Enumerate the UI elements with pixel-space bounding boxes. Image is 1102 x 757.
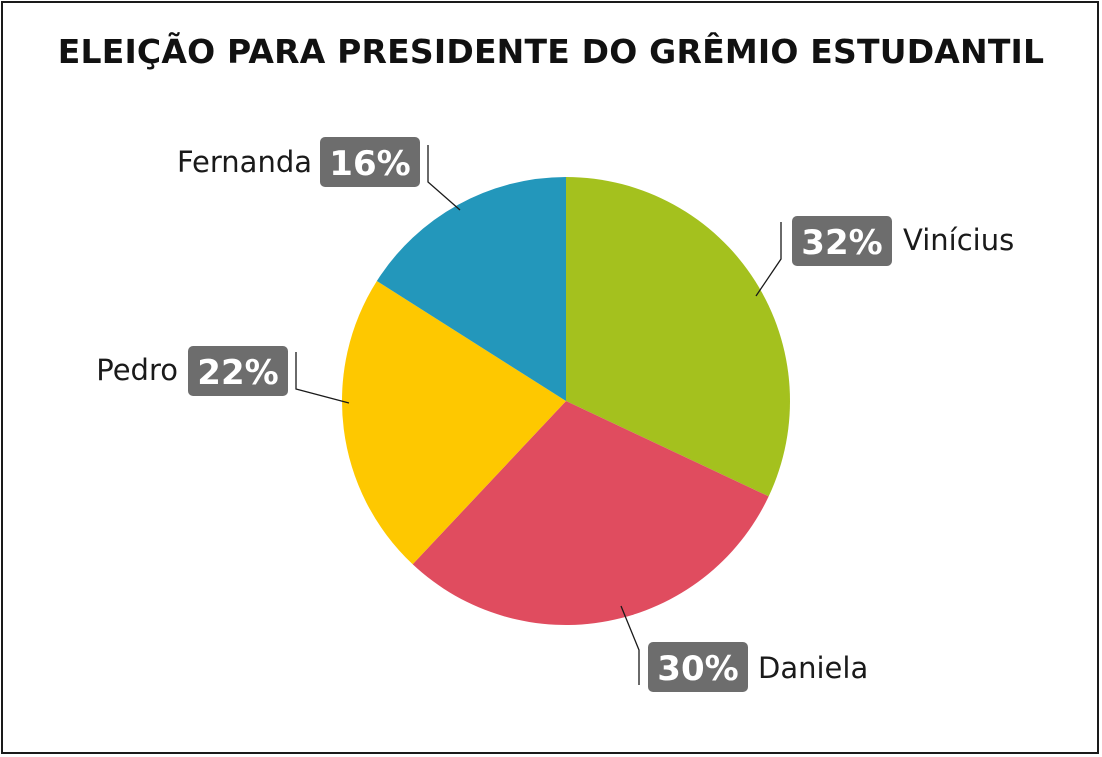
- slice-label-group-daniela: 30% Daniela: [620, 605, 868, 692]
- percent-badge-vinicius: [792, 216, 892, 266]
- percent-badge-pedro: [188, 346, 288, 396]
- name-label-pedro: Pedro: [96, 353, 178, 387]
- leader-line-daniela: [620, 605, 640, 685]
- pie-labels: 32% Vinícius 30% Daniela 22% Pedro 16% Fernanda: [96, 137, 1014, 692]
- percent-badge-fernanda: [320, 137, 420, 187]
- chart-title: ELEIÇÃO PARA PRESIDENTE DO GRÊMIO ESTUDA…: [57, 32, 1045, 71]
- pie-slice-daniela: [412, 401, 769, 625]
- percent-label-daniela: 30%: [657, 649, 738, 689]
- name-label-daniela: Daniela: [758, 651, 868, 685]
- slice-label-group-fernanda: 16% Fernanda: [177, 137, 461, 211]
- pie-slice-fernanda: [376, 177, 566, 401]
- percent-badge-daniela: [648, 642, 748, 692]
- pie-slices: [341, 177, 790, 625]
- slice-label-group-vinicius: 32% Vinícius: [755, 216, 1014, 297]
- name-label-vinicius: Vinícius: [903, 223, 1014, 257]
- name-label-fernanda: Fernanda: [177, 145, 312, 179]
- leader-line-vinicius: [755, 222, 782, 297]
- percent-label-fernanda: 16%: [329, 144, 410, 184]
- leader-line-pedro: [295, 352, 350, 404]
- pie-slice-pedro: [341, 280, 566, 565]
- percent-label-pedro: 22%: [197, 353, 278, 393]
- slice-label-group-pedro: 22% Pedro: [96, 346, 350, 404]
- percent-label-vinicius: 32%: [801, 223, 882, 263]
- leader-line-fernanda: [427, 145, 461, 211]
- pie-slice-vinicius: [566, 177, 790, 497]
